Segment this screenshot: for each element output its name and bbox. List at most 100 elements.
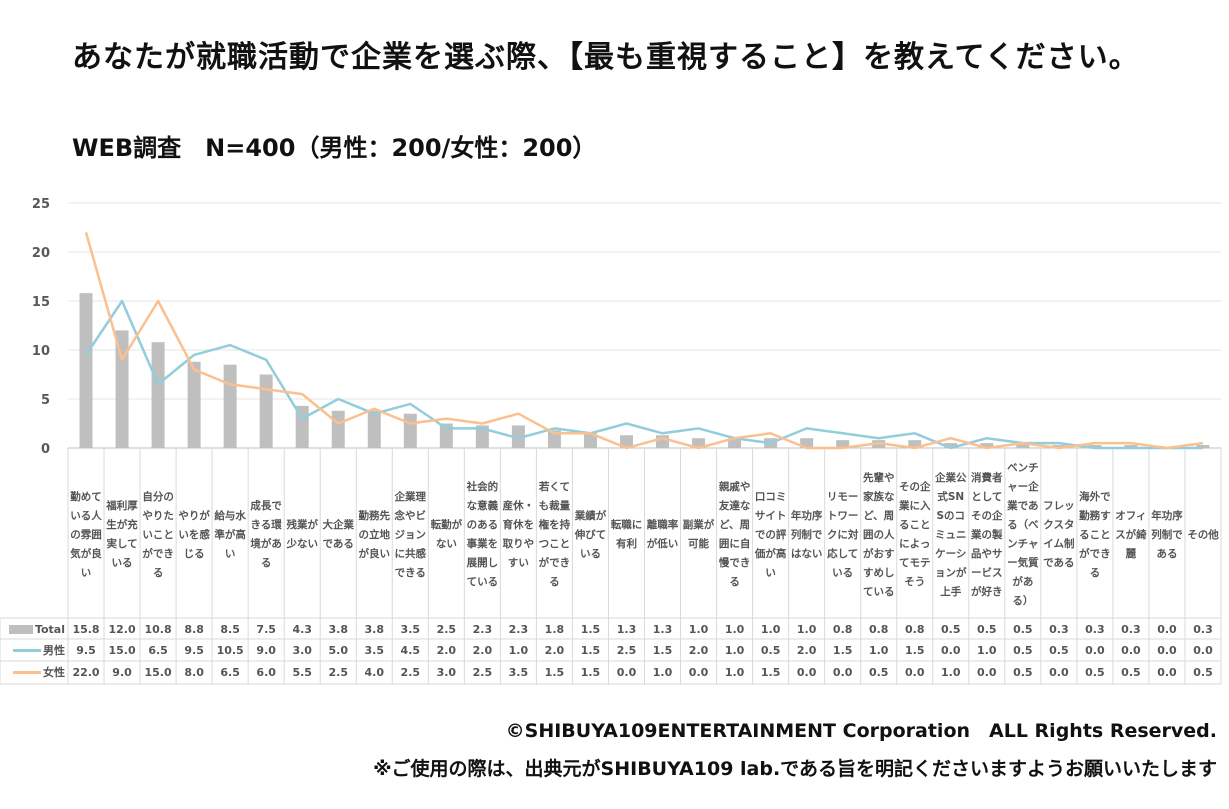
y-tick-label: 25 xyxy=(32,197,50,212)
data-label: 3.5 xyxy=(400,622,421,636)
data-label: 2.5 xyxy=(400,665,421,679)
category-label: 親戚や友達など、周囲に自慢できる xyxy=(718,481,751,588)
data-label: 3.5 xyxy=(364,643,385,657)
data-label: 9.0 xyxy=(112,665,132,679)
bar-total xyxy=(1124,445,1138,448)
bar-total xyxy=(619,435,633,448)
data-label: 0.0 xyxy=(977,665,997,679)
category-label: 残業が少ない xyxy=(286,519,318,550)
category-label: 自分のやりたいことができる xyxy=(142,490,174,579)
data-label: 0.5 xyxy=(760,643,781,657)
data-label: 0.3 xyxy=(1049,622,1069,636)
bar-total xyxy=(728,438,742,448)
data-label: 6.5 xyxy=(220,665,240,679)
bar-total xyxy=(403,413,417,448)
data-label: 8.5 xyxy=(220,622,240,636)
data-label: 0.5 xyxy=(1013,665,1033,679)
data-label: 0.0 xyxy=(1085,643,1105,657)
bar-total xyxy=(259,374,273,448)
data-label: 0.5 xyxy=(1049,643,1069,657)
data-label: 0.5 xyxy=(1193,665,1213,679)
data-label: 1.5 xyxy=(580,622,601,636)
data-label: 0.5 xyxy=(1121,665,1141,679)
data-label: 1.0 xyxy=(724,643,745,657)
data-label: 6.5 xyxy=(148,643,168,657)
y-tick-label: 0 xyxy=(41,442,50,457)
data-label: 1.5 xyxy=(580,643,601,657)
bar-total xyxy=(1196,445,1210,448)
data-label: 2.0 xyxy=(796,643,817,657)
bar-total xyxy=(692,438,706,448)
bar-total xyxy=(583,433,597,448)
y-tick-label: 15 xyxy=(32,295,50,310)
data-label: 3.8 xyxy=(364,622,385,636)
data-label: 1.5 xyxy=(652,643,673,657)
y-tick-label: 10 xyxy=(32,344,50,359)
data-label: 2.5 xyxy=(616,643,637,657)
category-label: 企業公式SNSのコミュニケーションが上手 xyxy=(935,471,967,598)
category-label: 給与水準が高い xyxy=(214,509,246,560)
category-label: 勤務先の立地が良い xyxy=(358,509,391,560)
data-label: 0.0 xyxy=(904,665,925,679)
data-label: 3.0 xyxy=(436,665,457,679)
bar-total xyxy=(151,342,165,448)
bar-total xyxy=(836,440,850,448)
data-label: 1.3 xyxy=(652,622,673,636)
data-label: 2.0 xyxy=(688,643,709,657)
data-label: 0.0 xyxy=(1121,643,1141,657)
data-label: 0.0 xyxy=(1049,665,1069,679)
data-label: 7.5 xyxy=(256,622,276,636)
data-label: 15.0 xyxy=(144,665,172,679)
data-label: 1.0 xyxy=(724,622,745,636)
y-tick-label: 20 xyxy=(32,246,50,261)
data-label: 0.8 xyxy=(868,622,889,636)
category-label: やりがいを感じる xyxy=(178,509,210,560)
bar-total xyxy=(367,410,381,448)
line-male xyxy=(84,299,1203,450)
data-label: 2.0 xyxy=(436,643,457,657)
bar-total xyxy=(511,425,525,448)
category-label: 成長できる環境がある xyxy=(250,500,282,569)
data-label: 1.0 xyxy=(868,643,889,657)
legend-female: 女性 xyxy=(0,661,68,683)
data-label: 0.5 xyxy=(1013,622,1033,636)
data-label: 1.5 xyxy=(832,643,853,657)
category-label: フレックスタイム制である xyxy=(1043,500,1075,569)
category-label: 離職率が低い xyxy=(646,519,679,550)
data-label: 0.5 xyxy=(977,622,997,636)
usage-note: ※ご使用の際は、出典元がSHIBUYA109 lab.である旨を明記くださいます… xyxy=(373,758,1217,780)
data-label: 0.5 xyxy=(941,622,961,636)
bar-total xyxy=(944,443,958,448)
data-label: 2.0 xyxy=(472,643,493,657)
data-label: 0.3 xyxy=(1085,622,1105,636)
category-label: その企業に入ることによってモテそう xyxy=(898,481,931,588)
survey-subtitle: WEB調査 N=400（男性：200/女性：200） xyxy=(72,134,597,162)
data-label: 2.3 xyxy=(508,622,529,636)
category-label: 先輩や家族など、周囲の人がおすすめしている xyxy=(862,471,895,598)
data-label: 1.0 xyxy=(760,622,781,636)
data-label: 0.5 xyxy=(1085,665,1105,679)
category-label: 産休・育休を取りやすい xyxy=(502,500,535,569)
data-label: 9.5 xyxy=(184,643,204,657)
data-label: 5.5 xyxy=(292,665,312,679)
legend-label: 女性 xyxy=(43,666,65,679)
data-label: 6.0 xyxy=(256,665,276,679)
bar-total xyxy=(331,410,345,448)
legend-key xyxy=(13,670,41,674)
y-tick-label: 5 xyxy=(41,393,50,408)
category-label: 大企業である xyxy=(322,519,354,550)
category-label: 消費者としてその企業の製品やサービスが好き xyxy=(971,471,1003,598)
data-label: 0.5 xyxy=(1013,643,1033,657)
category-label: 福利厚生が充実している xyxy=(106,500,138,569)
data-label: 15.0 xyxy=(108,643,136,657)
bar-total xyxy=(223,364,237,448)
legend-total: Total xyxy=(0,618,68,640)
data-label: 0.0 xyxy=(1157,622,1177,636)
bar-total xyxy=(475,425,489,448)
bar-total xyxy=(1052,445,1066,448)
data-label: 2.3 xyxy=(472,622,493,636)
category-label: 年功序列制である xyxy=(1151,509,1183,560)
data-label: 0.0 xyxy=(688,665,709,679)
data-label: 0.0 xyxy=(616,665,637,679)
data-label: 0.0 xyxy=(1193,643,1213,657)
